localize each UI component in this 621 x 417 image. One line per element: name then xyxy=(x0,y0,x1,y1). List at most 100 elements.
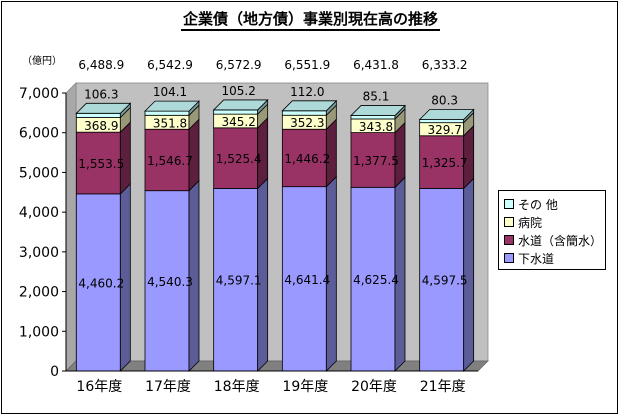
x-axis: 16年度 17年度 18年度 19年度 20年度 21年度 xyxy=(66,370,478,395)
data-label: 4,540.3 xyxy=(147,275,193,289)
data-label: 1,546.7 xyxy=(147,154,193,168)
bar-front xyxy=(144,190,190,372)
data-label: 4,641.4 xyxy=(284,273,330,287)
bar-top xyxy=(144,100,200,112)
data-label: 80.3 xyxy=(431,93,458,107)
legend-label: 下水道 xyxy=(518,251,555,266)
data-label: 4,597.1 xyxy=(216,274,262,288)
bar-segment xyxy=(75,102,132,119)
bars xyxy=(75,98,475,372)
data-label: 1,325.7 xyxy=(422,156,468,170)
x-tick-label: 21年度 xyxy=(420,379,466,395)
bar-front xyxy=(213,188,259,372)
legend-swatch xyxy=(504,235,514,245)
x-tick-label: 18年度 xyxy=(214,379,260,395)
bar-segment xyxy=(75,182,131,372)
data-label: 4,460.2 xyxy=(78,276,124,290)
data-label: 352.3 xyxy=(290,116,324,130)
bar-segment xyxy=(419,124,475,190)
bar-front xyxy=(350,115,396,120)
y-tick-label: 2,000 xyxy=(19,285,59,301)
data-label: 343.8 xyxy=(359,120,393,134)
legend-item: 病院 xyxy=(504,213,605,231)
x-tick-label: 17年度 xyxy=(145,379,191,395)
bar-front xyxy=(144,110,190,116)
data-label: 1,525.4 xyxy=(216,152,262,166)
bar-segment xyxy=(144,104,200,131)
bar-segment xyxy=(213,177,269,372)
data-label: 105.2 xyxy=(221,84,255,98)
y-tick-label: 7,000 xyxy=(19,86,59,102)
legend-item: 水道（含簡水） xyxy=(504,231,605,249)
bar-front xyxy=(281,128,327,188)
x-tick-label: 20年度 xyxy=(351,379,397,395)
total-label: 6,431.8 xyxy=(353,58,399,72)
legend: その 他病院水道（含簡水） 下水道 xyxy=(498,190,606,270)
bar-front xyxy=(281,110,327,116)
y-tick-label: 5,000 xyxy=(19,165,59,181)
bar-front xyxy=(213,127,259,189)
legend-swatch xyxy=(504,217,514,227)
data-label: 1,377.5 xyxy=(353,154,399,168)
bar-top xyxy=(281,100,338,112)
y-tick-label: 6,000 xyxy=(19,126,59,142)
side-wall xyxy=(65,82,77,372)
y-tick-label: 0 xyxy=(50,364,59,380)
data-label: 329.7 xyxy=(427,123,461,137)
x-tick-label: 19年度 xyxy=(282,379,328,395)
bar-front xyxy=(75,112,121,118)
bar-top xyxy=(212,99,269,111)
data-label: 1,553.5 xyxy=(78,157,124,171)
bar-front xyxy=(419,119,465,124)
total-label: 6,333.2 xyxy=(422,58,468,72)
legend-label: 水道（含簡水） xyxy=(518,233,603,248)
bar-segment xyxy=(144,118,200,192)
legend-label: その 他 xyxy=(518,197,558,212)
legend-swatch xyxy=(504,199,514,209)
bar-front xyxy=(144,128,190,192)
y-tick-label: 4,000 xyxy=(19,205,59,221)
chart-title-text: 企業債（地方債）事業別現在高の推移 xyxy=(180,10,440,31)
bar-segment xyxy=(213,103,269,129)
data-label: 351.8 xyxy=(153,116,187,130)
y-tick-label: 1,000 xyxy=(19,324,59,340)
bar-segment xyxy=(75,121,131,195)
legend-item: その 他 xyxy=(504,195,605,213)
bar-front xyxy=(281,186,327,372)
y-axis: 0 1,000 2,000 3,000 4,000 5,000 6,000 7,000 xyxy=(19,86,67,380)
legend-item: 下水道 xyxy=(504,249,605,267)
bar-top xyxy=(418,109,475,120)
data-label: 1,446.2 xyxy=(284,152,330,166)
chart-title: 企業債（地方債）事業別現在高の推移 xyxy=(0,8,621,31)
bar-segment xyxy=(350,107,406,134)
data-label: 345.2 xyxy=(221,115,255,129)
legend-swatch xyxy=(504,253,514,263)
total-label: 6,572.9 xyxy=(216,58,262,72)
data-label: 104.1 xyxy=(153,85,187,99)
unit-label: （億円） xyxy=(22,56,62,67)
bar-top xyxy=(75,102,132,114)
data-label: 4,625.4 xyxy=(353,273,399,287)
bar-front xyxy=(419,135,465,189)
bar-segment xyxy=(418,108,475,124)
data-label: 112.0 xyxy=(290,85,324,99)
data-label: 106.3 xyxy=(84,87,118,101)
bar-top xyxy=(350,105,406,116)
bar-front xyxy=(419,188,465,372)
bar-front xyxy=(213,109,259,115)
data-label: 85.1 xyxy=(363,90,390,104)
bar-segment xyxy=(281,118,337,188)
bar-segment xyxy=(419,177,475,372)
data-labels: 4,460.2 1,553.5 368.9 106.3 6,488.9 4,540.3 1,… xyxy=(78,58,467,290)
bar-segment xyxy=(350,104,406,120)
bar-segment xyxy=(144,179,200,372)
data-label: 368.9 xyxy=(84,119,118,133)
y-tick-label: 3,000 xyxy=(19,245,59,261)
total-label: 6,488.9 xyxy=(78,58,124,72)
total-label: 6,551.9 xyxy=(284,58,330,72)
bar-segment xyxy=(144,100,200,117)
bar-segment xyxy=(281,175,337,372)
bar-segment xyxy=(281,99,338,117)
total-label: 6,542.9 xyxy=(147,58,193,72)
